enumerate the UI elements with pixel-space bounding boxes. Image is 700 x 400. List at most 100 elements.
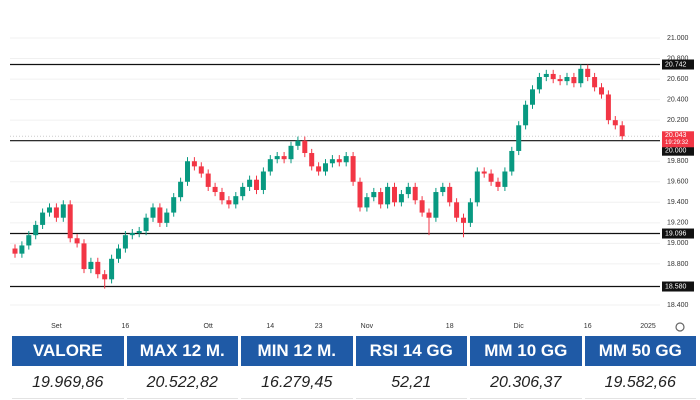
candle-body [467, 202, 473, 223]
candle-body [557, 79, 563, 82]
x-end-label: 2025 [640, 323, 656, 330]
candle-body [474, 171, 480, 203]
x-tick-label: 14 [266, 323, 274, 330]
candle-body [371, 192, 377, 198]
candle-body [461, 217, 466, 223]
candle-body [309, 153, 315, 167]
last-price-label: 20.043 [665, 132, 687, 139]
y-tick-label: 20.400 [667, 96, 689, 103]
candle-body [129, 233, 135, 236]
candle-body [47, 207, 52, 213]
x-tick-label: 16 [584, 323, 592, 330]
candle-body [157, 207, 163, 223]
x-tick-label: 23 [315, 323, 323, 330]
y-tick-label: 21.000 [667, 35, 689, 42]
table-value: 20.522,82 [126, 368, 238, 399]
candle-body [274, 156, 280, 160]
level-badge [662, 59, 694, 70]
candle-body [530, 89, 535, 105]
candle-body [419, 200, 425, 213]
candle-body [392, 186, 397, 203]
x-tick-label: Set [51, 323, 62, 330]
candle-body [136, 231, 142, 234]
candle-body [564, 77, 570, 82]
candle-body [281, 156, 287, 160]
table-value: 52,21 [355, 368, 467, 399]
candle-body [260, 171, 266, 190]
candle-body [578, 68, 584, 84]
candle-body [599, 87, 604, 95]
candle-body [185, 161, 190, 182]
candle-body [198, 166, 204, 174]
candle-body [605, 94, 611, 121]
level-badge [662, 228, 694, 239]
x-tick-label: Ott [204, 323, 213, 330]
candle-body [357, 181, 363, 208]
candle-body [240, 186, 246, 197]
candle-body [102, 274, 108, 280]
candle-body [122, 235, 128, 249]
table-value: 19.969,86 [12, 368, 124, 399]
y-tick-label: 19.800 [667, 158, 689, 165]
candle-body [364, 197, 370, 208]
candle-body [550, 73, 556, 80]
y-tick-label: 19.000 [667, 240, 689, 247]
candle-body [405, 186, 411, 195]
candle-body [523, 104, 529, 126]
candle-body [143, 217, 149, 232]
candle-body [619, 125, 625, 137]
candle-body [171, 197, 177, 213]
last-price-badge [662, 131, 694, 148]
x-tick-label: 18 [446, 323, 454, 330]
candle-body [164, 212, 170, 223]
candle-body [95, 261, 101, 275]
level-label: 19.096 [665, 230, 687, 237]
candle-body [509, 150, 515, 172]
candle-body [40, 212, 46, 225]
candle-body [67, 204, 73, 239]
candle-body [323, 163, 328, 172]
candle-body [329, 159, 335, 164]
candle-body [233, 196, 239, 205]
level-badge [662, 145, 694, 156]
level-badge [662, 281, 694, 292]
table-header: MM 10 GG [470, 336, 582, 366]
candle-body [488, 173, 494, 182]
candle-body [288, 145, 294, 160]
candle-body [60, 204, 66, 218]
countdown: 19:29:32 [665, 140, 689, 146]
candle-body [433, 192, 439, 218]
candle-body [88, 261, 94, 270]
candle-body [412, 186, 418, 201]
candle-body [536, 77, 542, 90]
level-label: 18.580 [665, 283, 687, 290]
x-tick-label: 16 [122, 323, 130, 330]
candle-body [585, 68, 591, 78]
candle-body [267, 159, 273, 172]
y-tick-label: 18.400 [667, 302, 689, 309]
table-header: MAX 12 M. [126, 336, 238, 366]
candle-body [226, 200, 232, 205]
level-label: 20.742 [665, 61, 687, 68]
table-header: MM 50 GG [584, 336, 696, 366]
candle-body [178, 181, 184, 198]
x-tick-label: Nov [361, 323, 374, 330]
settings-icon[interactable] [675, 322, 685, 332]
table-header: VALORE [12, 336, 124, 366]
candle-body [336, 159, 342, 163]
level-label: 20.000 [665, 148, 687, 155]
y-tick-label: 20.200 [667, 117, 689, 124]
y-tick-label: 18.800 [667, 261, 689, 268]
candle-body [53, 207, 59, 218]
chart: 21.000 20.800 20.600 20.400 20.200 19.800 19.6… [10, 35, 694, 332]
candle-body [219, 192, 225, 201]
candle-body [516, 125, 522, 151]
table-value: 20.306,37 [470, 368, 582, 399]
candle-body [440, 186, 446, 193]
candle-body [212, 186, 218, 193]
y-tick-label: 20.600 [667, 76, 689, 83]
table-value: 16.279,45 [241, 368, 353, 399]
stats-table: VALORE MAX 12 M. MIN 12 M. RSI 14 GG MM 10 G… [12, 336, 696, 399]
table-header: RSI 14 GG [355, 336, 467, 366]
